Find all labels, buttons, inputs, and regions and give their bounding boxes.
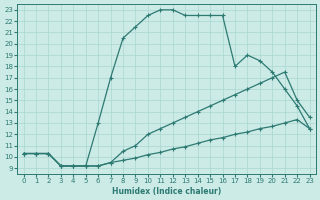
X-axis label: Humidex (Indice chaleur): Humidex (Indice chaleur)	[112, 187, 221, 196]
